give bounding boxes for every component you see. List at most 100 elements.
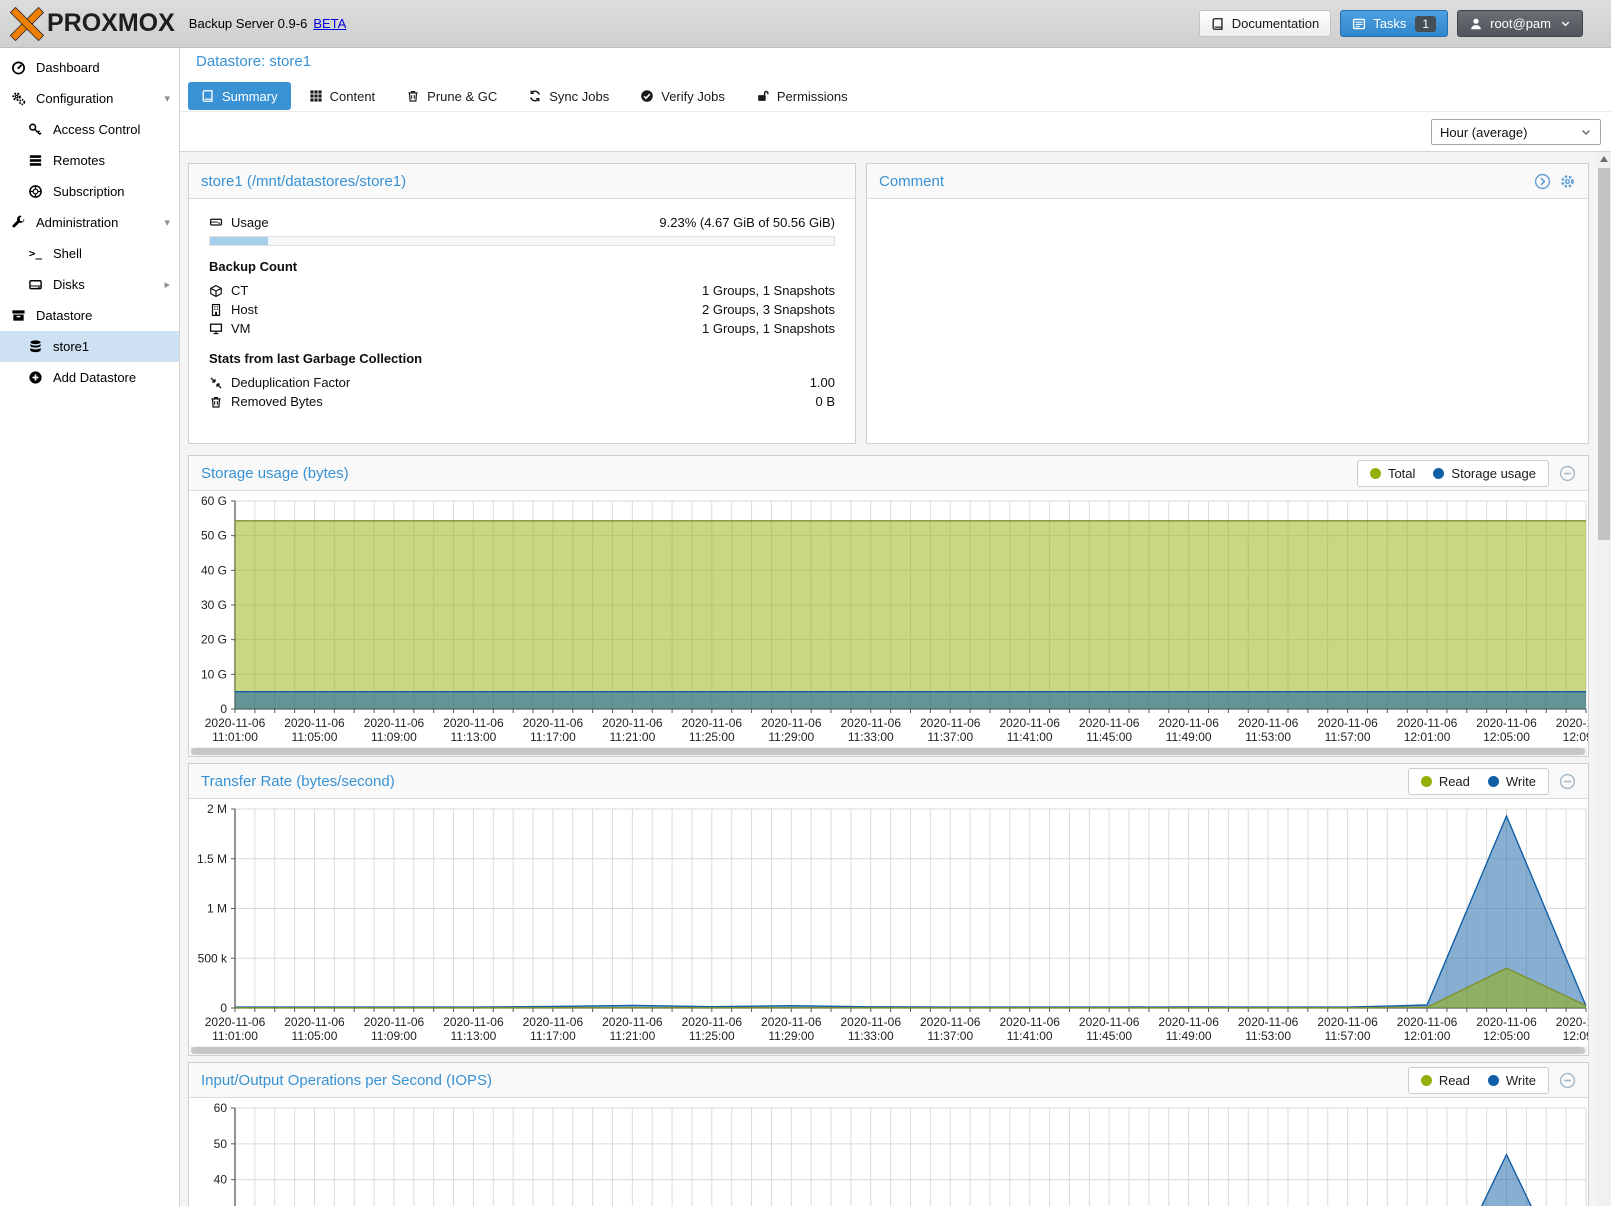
sidebar-item-store1[interactable]: store1 xyxy=(0,331,179,362)
sync-icon xyxy=(528,89,542,103)
stat-value: 0 B xyxy=(815,394,835,409)
stat-value: 1 Groups, 1 Snapshots xyxy=(702,321,835,336)
chevron-right-icon[interactable]: ▸ xyxy=(164,279,170,291)
hdd-icon xyxy=(209,215,223,229)
svg-text:11:41:00: 11:41:00 xyxy=(1007,730,1053,744)
sidebar-item-administration[interactable]: Administration ▾ xyxy=(0,207,179,238)
wrench-icon xyxy=(10,215,27,230)
panel-header: Storage usage (bytes) Total Storage usage xyxy=(189,456,1588,491)
svg-text:50: 50 xyxy=(214,1137,228,1151)
topbar: PROXMOX Backup Server 0.9-6 BETA Documen… xyxy=(0,0,1611,48)
iops-panel: Input/Output Operations per Second (IOPS… xyxy=(188,1062,1589,1206)
sidebar-item-remotes[interactable]: Remotes xyxy=(0,145,179,176)
user-menu-button[interactable]: root@pam xyxy=(1457,10,1583,37)
stat-value: 1.00 xyxy=(809,375,835,390)
panel-title: Input/Output Operations per Second (IOPS… xyxy=(201,1071,492,1089)
building-icon xyxy=(209,303,223,317)
scroll-up-arrow[interactable] xyxy=(1600,156,1608,162)
expand-icon[interactable] xyxy=(1534,173,1551,190)
svg-text:12:09:00: 12:09:00 xyxy=(1563,1029,1588,1043)
collapse-icon[interactable] xyxy=(1559,465,1576,482)
legend-dot xyxy=(1487,775,1499,787)
tab-permissions[interactable]: Permissions xyxy=(743,82,861,110)
sidebar-item-label: Shell xyxy=(53,246,82,261)
collapse-icon[interactable] xyxy=(1559,1072,1576,1089)
tab-prune-gc[interactable]: Prune & GC xyxy=(393,82,510,110)
tab-verify-jobs[interactable]: Verify Jobs xyxy=(627,82,738,110)
sidebar-item-disks[interactable]: Disks ▸ xyxy=(0,269,179,300)
tasks-button[interactable]: Tasks 1 xyxy=(1340,10,1449,37)
legend-item-storage-usage[interactable]: Storage usage xyxy=(1433,466,1536,481)
svg-text:11:29:00: 11:29:00 xyxy=(768,730,814,744)
sidebar-item-configuration[interactable]: Configuration ▾ xyxy=(0,83,179,114)
legend-item-read[interactable]: Read xyxy=(1420,774,1470,789)
documentation-button[interactable]: Documentation xyxy=(1198,10,1332,37)
svg-text:11:45:00: 11:45:00 xyxy=(1086,1029,1132,1043)
legend-item-write[interactable]: Write xyxy=(1487,1073,1536,1088)
stat-label: Removed Bytes xyxy=(231,394,323,409)
svg-text:2020-11-06: 2020-11-06 xyxy=(1238,716,1299,730)
svg-text:11:49:00: 11:49:00 xyxy=(1166,1029,1212,1043)
sidebar-item-add-datastore[interactable]: Add Datastore xyxy=(0,362,179,393)
usage-progress-fill xyxy=(210,237,268,245)
datastore-summary-body: Usage 9.23% (4.67 GiB of 50.56 GiB) Back… xyxy=(189,199,855,411)
database-icon xyxy=(27,339,44,354)
comment-content[interactable] xyxy=(867,199,1588,455)
scrollbar-thumb[interactable] xyxy=(1598,168,1610,540)
sidebar-item-label: Subscription xyxy=(53,184,125,199)
svg-text:2020-11-06: 2020-11-06 xyxy=(841,1015,902,1029)
main-content: Datastore: store1 Summary Content Prune & … xyxy=(180,48,1611,1206)
legend-item-read[interactable]: Read xyxy=(1420,1073,1470,1088)
panel-title: Transfer Rate (bytes/second) xyxy=(201,772,395,790)
compress-icon xyxy=(209,376,223,390)
scrollbar-thumb[interactable] xyxy=(191,1047,1585,1054)
archive-icon xyxy=(10,308,27,323)
sidebar-item-label: Datastore xyxy=(36,308,93,323)
svg-text:1 M: 1 M xyxy=(207,902,227,916)
svg-text:2020-11-06: 2020-11-06 xyxy=(1158,1015,1219,1029)
usage-row: Usage 9.23% (4.67 GiB of 50.56 GiB) xyxy=(209,211,835,233)
chevron-down-icon[interactable]: ▾ xyxy=(164,93,170,105)
stat-value: 2 Groups, 3 Snapshots xyxy=(702,302,835,317)
iops-chart[interactable]: 60504030201002020-11-0611:01:002020-11-0… xyxy=(189,1098,1588,1206)
timeframe-select[interactable]: Hour (average) xyxy=(1431,119,1601,145)
tab-content[interactable]: Content xyxy=(296,82,389,110)
comment-panel: Comment xyxy=(866,163,1589,444)
usage-progressbar xyxy=(209,236,835,246)
vm-row: VM 1 Groups, 1 Snapshots xyxy=(209,319,835,338)
tab-sync-jobs[interactable]: Sync Jobs xyxy=(515,82,622,110)
svg-text:11:49:00: 11:49:00 xyxy=(1166,730,1212,744)
legend-dot xyxy=(1420,1074,1432,1086)
panel-header: Comment xyxy=(867,164,1588,199)
storage-usage-chart[interactable]: 60 G50 G40 G30 G20 G10 G02020-11-0611:01… xyxy=(189,491,1588,747)
sidebar-item-shell[interactable]: >_ Shell xyxy=(0,238,179,269)
horizontal-scrollbar[interactable] xyxy=(190,1046,1587,1055)
tab-label: Content xyxy=(329,88,376,104)
sidebar-item-subscription[interactable]: Subscription xyxy=(0,176,179,207)
collapse-icon[interactable] xyxy=(1559,773,1576,790)
sidebar-item-access-control[interactable]: Access Control xyxy=(0,114,179,145)
remotes-icon xyxy=(27,153,44,168)
gear-icon[interactable] xyxy=(1559,173,1576,190)
sidebar-item-dashboard[interactable]: Dashboard xyxy=(0,52,179,83)
chevron-down-icon[interactable]: ▾ xyxy=(164,217,170,229)
svg-text:2020-11-06: 2020-11-06 xyxy=(443,716,504,730)
sidebar-item-label: Configuration xyxy=(36,91,114,106)
sidebar-item-datastore[interactable]: Datastore xyxy=(0,300,179,331)
proxmox-x-icon xyxy=(10,6,44,41)
svg-text:11:13:00: 11:13:00 xyxy=(450,1029,496,1043)
legend-item-write[interactable]: Write xyxy=(1487,774,1536,789)
legend-dot xyxy=(1369,467,1381,479)
scrollbar-thumb[interactable] xyxy=(191,748,1585,755)
legend-item-total[interactable]: Total xyxy=(1369,466,1415,481)
tab-summary[interactable]: Summary xyxy=(188,82,291,110)
svg-text:2020-11-06: 2020-11-06 xyxy=(523,1015,584,1029)
horizontal-scrollbar[interactable] xyxy=(190,747,1587,756)
chevron-down-icon xyxy=(1580,126,1592,138)
proxmox-logo: PROXMOX xyxy=(10,6,175,41)
beta-link[interactable]: BETA xyxy=(313,16,347,31)
svg-text:2020-11-06: 2020-11-06 xyxy=(1476,716,1537,730)
storage-usage-panel: Storage usage (bytes) Total Storage usage… xyxy=(188,455,1589,757)
vertical-scrollbar[interactable] xyxy=(1597,152,1611,1206)
